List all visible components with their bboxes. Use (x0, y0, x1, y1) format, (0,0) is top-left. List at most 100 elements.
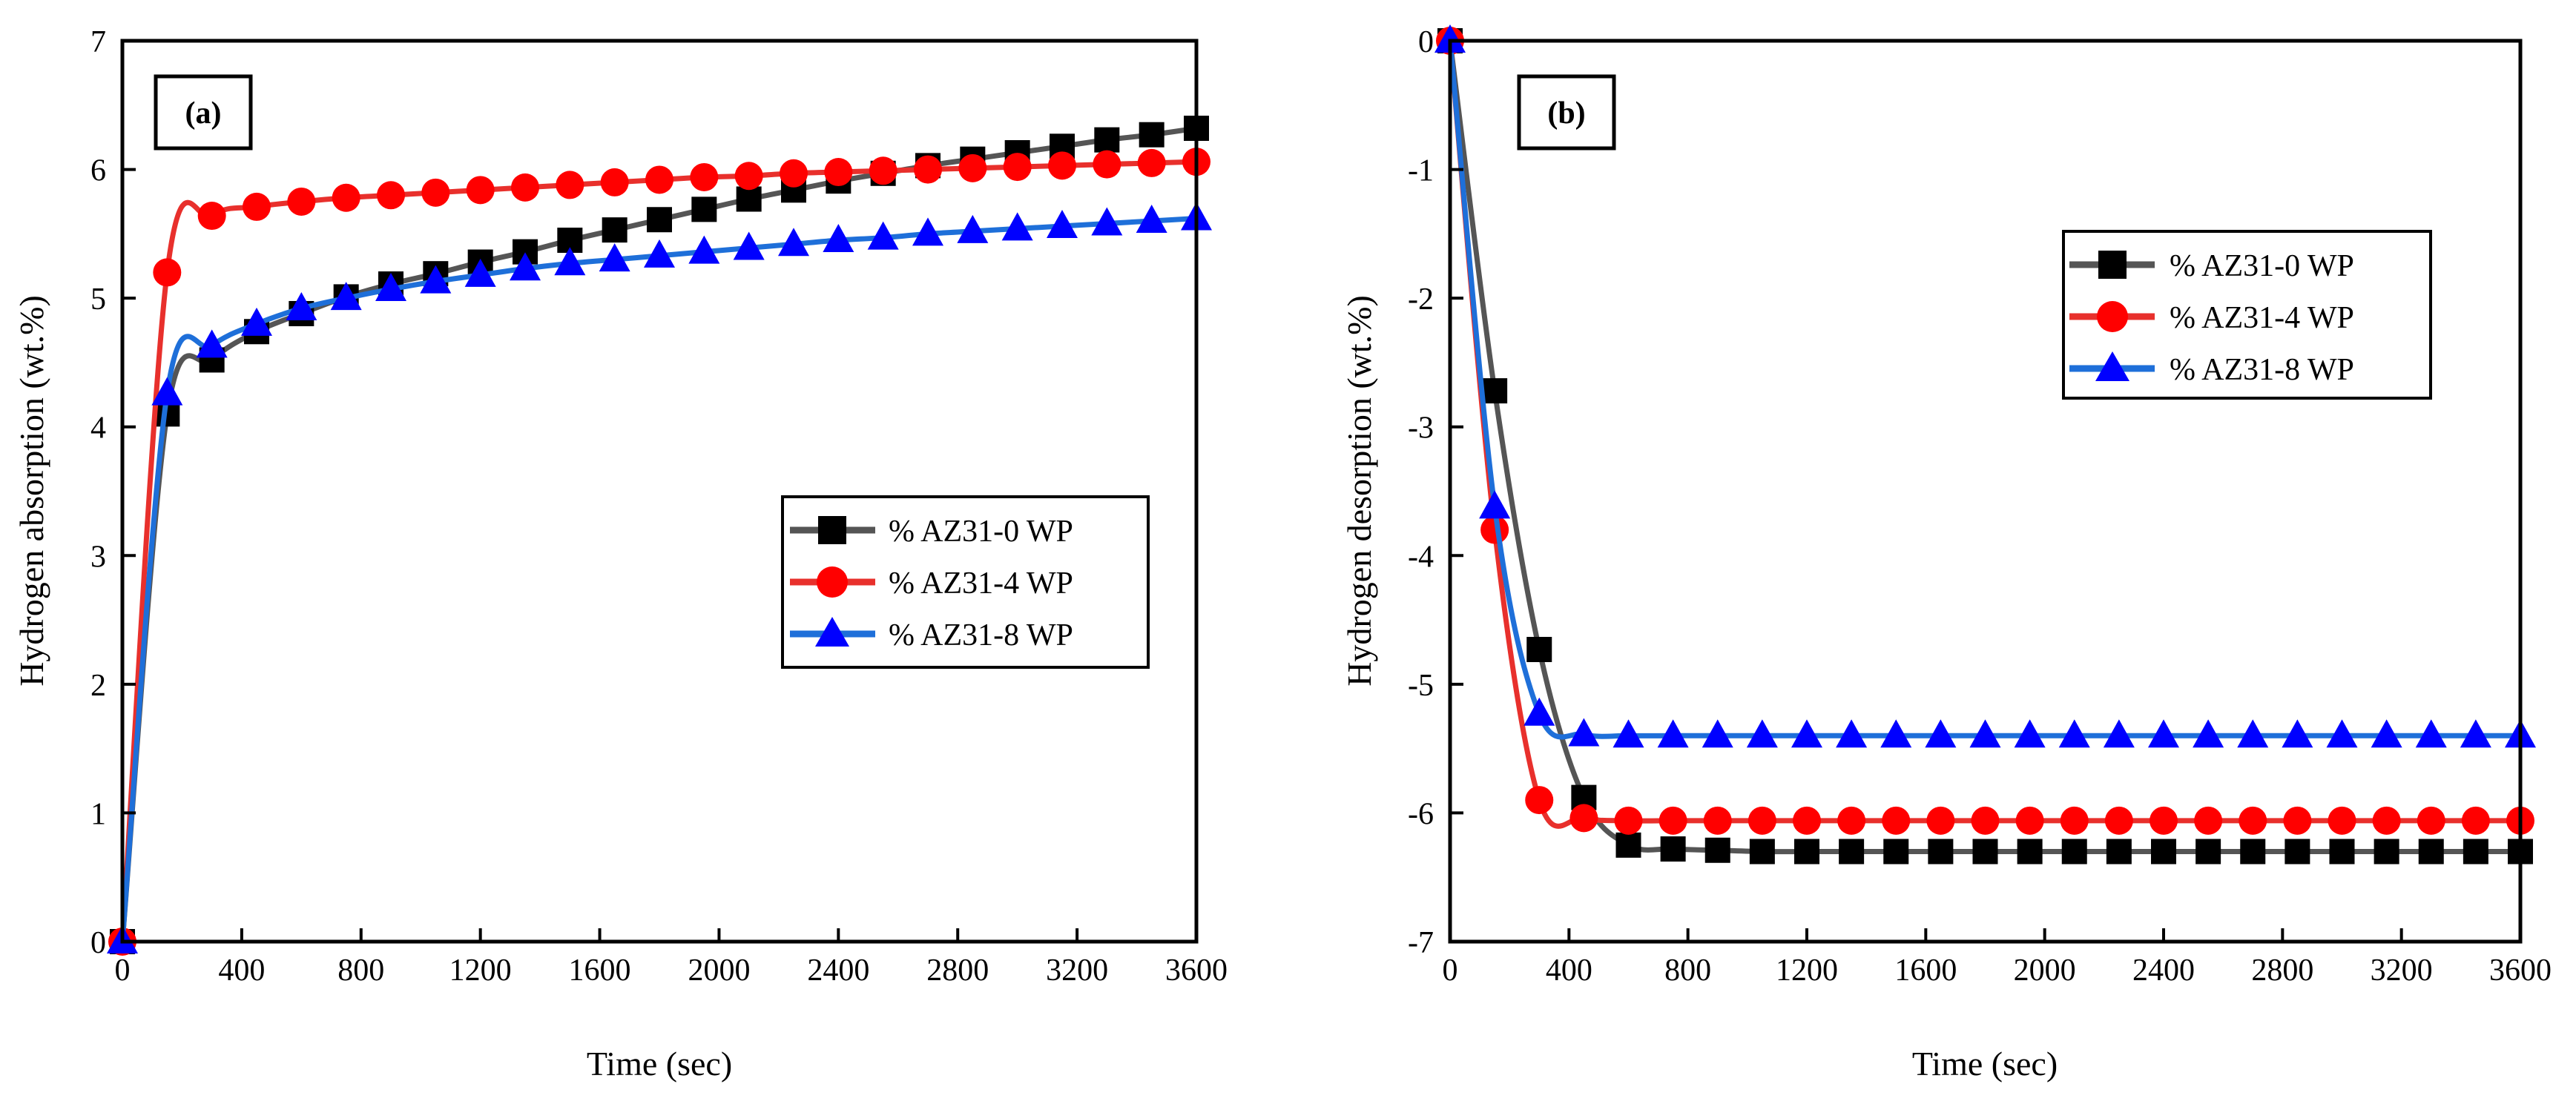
panel-a-data-point (688, 235, 720, 264)
panel-a-legend-item-1: % AZ31-4 WP (790, 566, 1073, 601)
panel-b-x-axis-title: Time (sec) (1912, 1045, 2058, 1082)
panel-a-data-point (958, 153, 987, 182)
panel-a-x-tick-label: 1600 (569, 953, 631, 988)
legend-square-icon (2098, 251, 2127, 279)
panel-b-data-point (1703, 806, 1732, 835)
panel-b-data-point (2240, 839, 2266, 865)
panel-b-y-tick-label: -2 (1408, 282, 1434, 317)
panel-b-data-point (1928, 839, 1954, 865)
panel-b-y-tick-label: -6 (1408, 797, 1434, 831)
panel-a-data-point (644, 239, 675, 268)
panel-b-x-tick-label: 2000 (2014, 953, 2076, 988)
panel-a-series-markers-1 (108, 148, 1210, 956)
panel-a-data-point (869, 156, 897, 185)
panel-a-data-point (1047, 209, 1078, 238)
panel-a-x-tick-label: 400 (218, 953, 265, 988)
panel-b-data-point (1569, 804, 1598, 833)
panel-b-data-point (2328, 806, 2356, 835)
panel-a-data-point (599, 243, 630, 272)
panel-a-data-point (375, 272, 406, 301)
panel-b-data-point (1479, 490, 1511, 519)
panel-b-x-tick-label: 3200 (2371, 953, 2433, 988)
panel-b-data-point (1882, 806, 1911, 835)
panel-b-y-tick-label: -4 (1408, 540, 1434, 574)
panel-b-data-point (1525, 786, 1554, 815)
panel-b-data-point (2194, 806, 2223, 835)
panel-a-data-point (377, 181, 405, 210)
panel-a-legend-item-0: % AZ31-0 WP (790, 515, 1073, 549)
panel-a-data-point (645, 165, 673, 194)
panel-b-y-tick-label: 0 (1418, 25, 1434, 59)
panel-b-y-axis-title: Hydrogen desorption (wt.%) (1340, 295, 1378, 687)
panel-b-data-point (2104, 806, 2133, 835)
panel-b-data-point (1658, 806, 1687, 835)
panel-b-data-point (2195, 839, 2221, 865)
panel-a-data-point (1091, 207, 1123, 236)
legend-triangle-icon (815, 617, 849, 647)
panel-a-data-point (243, 192, 271, 221)
panel-b-legend-label-0: % AZ31-0 WP (2170, 249, 2354, 283)
panel-a-data-point (1003, 153, 1032, 182)
panel-a-data-point (510, 252, 541, 281)
panel-b-legend-item-1: % AZ31-4 WP (2069, 301, 2354, 335)
panel-b-y-tick-label: -1 (1408, 154, 1434, 188)
panel-a-data-point (197, 202, 226, 231)
panel-a-tag: (a) (185, 96, 222, 130)
panel-b-data-point (2151, 839, 2176, 865)
panel-a-data-point (912, 217, 943, 246)
panel-b-data-point (1971, 806, 2000, 835)
panel-a-data-point (332, 183, 360, 212)
panel-b-x-tick-label: 800 (1664, 953, 1711, 988)
panel-b-data-point (1969, 719, 2001, 748)
panel-b-y-tick-label: -7 (1408, 926, 1434, 960)
panel-a-data-point (824, 158, 853, 187)
panel-a-x-tick-label: 0 (115, 953, 131, 988)
panel-b-data-point (2017, 839, 2043, 865)
panel-b-plot-area (1434, 24, 2536, 865)
panel-a-data-point (691, 196, 717, 222)
panel-b-data-point (1791, 719, 1822, 748)
panel-a-x-tick-label: 3200 (1046, 953, 1108, 988)
panel-b-data-point (2415, 719, 2447, 748)
panel-a-data-point (867, 221, 899, 250)
panel-b-data-point (1883, 839, 1909, 865)
panel-b-data-point (1794, 839, 1819, 865)
panel-a-tag-box: (a) (154, 74, 253, 151)
panel-b-ticks: 0 400 800 1200 1600 2000 2400 2800 3200 3600 0 -1 -2… (1408, 25, 2552, 988)
panel-a-legend-label-0: % AZ31-0 WP (889, 515, 1073, 549)
panel-a-data-point (733, 231, 765, 260)
panel-a-x-tick-label: 3600 (1165, 953, 1228, 988)
panel-a-data-point (602, 217, 627, 243)
panel-a-x-tick-label: 2800 (926, 953, 989, 988)
panel-a-series-markers-2 (107, 202, 1212, 953)
panel-b-series-markers-2 (1434, 24, 2536, 748)
panel-a-x-axis-title: Time (sec) (587, 1045, 732, 1082)
panel-b-data-point (2326, 719, 2358, 748)
panel-a-y-tick-label: 5 (90, 282, 106, 317)
panel-b-x-tick-label: 1600 (1894, 953, 1957, 988)
panel-b-data-point (2103, 719, 2135, 748)
panel-a-data-point (556, 171, 584, 199)
panel-b-hydrogen-desorption: 0 400 800 1200 1600 2000 2400 2800 3200 3600 0 -1 -2… (1340, 24, 2552, 1082)
legend-circle-icon (2097, 301, 2128, 332)
panel-a-y-tick-label: 1 (90, 797, 106, 831)
panel-b-data-point (1614, 806, 1643, 835)
panel-b-data-point (1526, 636, 1552, 662)
panel-b-data-point (2463, 839, 2488, 865)
panel-a-axes-frame (120, 39, 1199, 944)
panel-b-data-point (1793, 806, 1821, 835)
panel-a-data-point (420, 265, 452, 294)
panel-b-data-point (2283, 806, 2312, 835)
panel-a-data-point (647, 207, 672, 233)
panel-b-x-tick-label: 2400 (2132, 953, 2195, 988)
panel-b-tag: (b) (1547, 96, 1585, 130)
panel-b-data-point (2460, 719, 2491, 748)
panel-b-legend-item-0: % AZ31-0 WP (2069, 249, 2354, 283)
panel-b-data-point (2060, 806, 2089, 835)
panel-b-data-point (1704, 837, 1730, 863)
panel-b-y-tick-label: -3 (1408, 411, 1434, 446)
panel-b-data-point (1837, 806, 1866, 835)
panel-b-legend: % AZ31-0 WP % AZ31-4 WP % AZ31-8 WP (2062, 230, 2432, 400)
legend-triangle-icon (2095, 351, 2129, 381)
panel-b-x-tick-label: 2800 (2251, 953, 2313, 988)
